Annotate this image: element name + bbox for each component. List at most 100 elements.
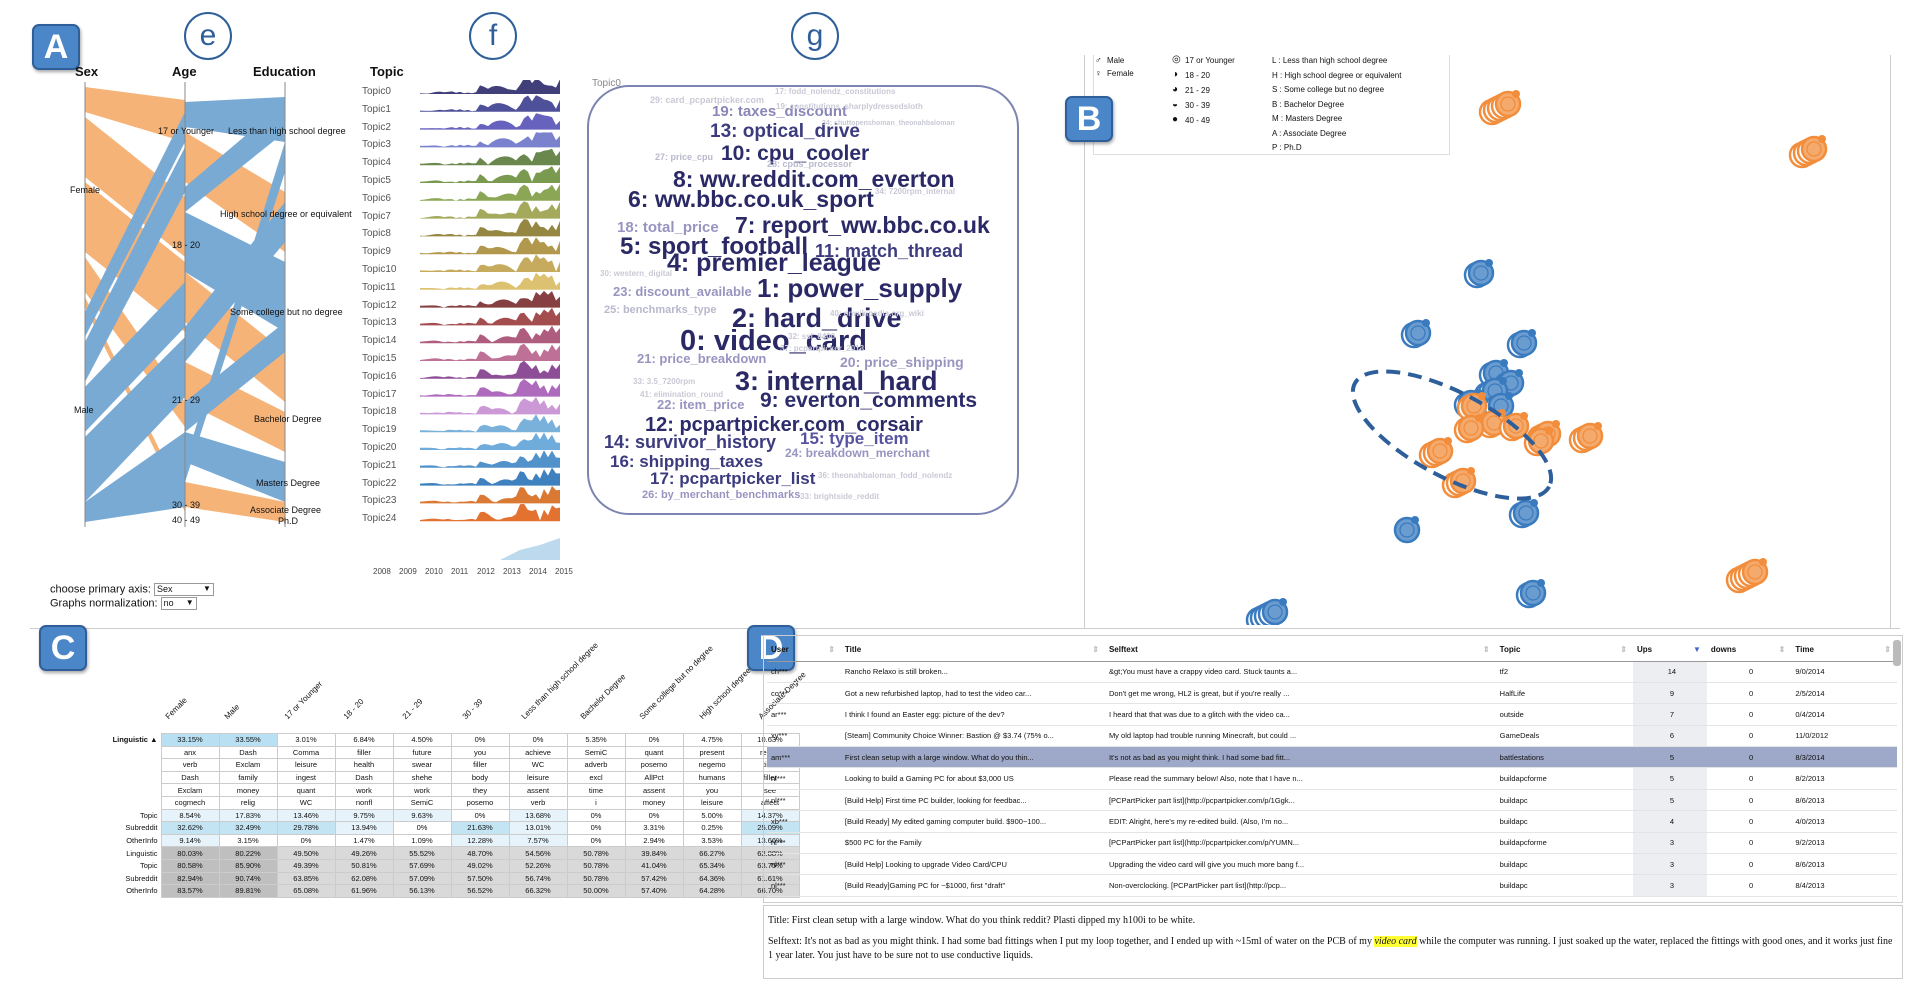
table-row[interactable]: ar*** I think I found an Easter egg: pict… (767, 703, 1897, 726)
wordcloud-term[interactable]: 2: hard_drive (732, 303, 902, 333)
topic-density-4[interactable] (420, 148, 560, 166)
topic-label[interactable]: Topic20 (362, 442, 397, 453)
wordcloud-term[interactable]: 33: 3.5_7200rpm (633, 377, 696, 386)
wordcloud-term[interactable]: 12: pcpartpicker.com_corsair (645, 414, 923, 436)
topic-label[interactable]: Topic13 (362, 317, 397, 329)
tableC-cell[interactable]: 52.26% (508, 858, 568, 873)
wordcloud-term[interactable]: 20: price_shipping (840, 354, 964, 370)
tableC-row[interactable]: OtherInfo 83.57% 89.81% 65.08% 61.96% 56.13% 5… (101, 884, 800, 898)
wordcloud-term[interactable]: 40: enwikipedia.org_wiki (830, 309, 924, 318)
tableC-cell[interactable]: 49.50% (276, 846, 336, 860)
topic-label[interactable]: Topic10 (362, 264, 397, 275)
wordcloud-term[interactable]: 27: price_cpu (655, 152, 714, 162)
tableC-cell[interactable]: money (218, 783, 278, 797)
tableC-cell[interactable]: 0% (450, 808, 510, 823)
topic-density-17[interactable] (420, 379, 560, 397)
tableC-cell[interactable]: 13.68% (508, 808, 568, 823)
table-row[interactable]: nl*** $500 PC for the Family [PCPartPicker… (767, 832, 1897, 855)
table-row[interactable]: nl*** [Build Help] First time PC builder,… (767, 789, 1897, 812)
tableC-row[interactable]: Subreddit 32.62% 32.49% 29.78% 13.94% 0% 21.63… (101, 821, 800, 835)
sort-icon[interactable]: ⇕ (1092, 645, 1099, 655)
topic-label[interactable]: Topic18 (362, 406, 397, 418)
user-glyph[interactable] (1463, 259, 1495, 289)
tableC-row-label[interactable]: Linguistic (126, 848, 158, 858)
wordcloud-term[interactable]: 17: pcpartpicker_list (650, 469, 816, 488)
sort-icon[interactable]: ⇕ (1482, 645, 1490, 655)
user-glyph[interactable] (1400, 319, 1432, 349)
topic-ridgeline-chart[interactable] (420, 80, 580, 560)
wordcloud-term[interactable]: 37: pcpartpicker_2013 (780, 344, 865, 353)
wordcloud-term[interactable]: 6: ww.bbc.co.uk_sport (628, 186, 874, 212)
topic-label[interactable]: Topic24 (362, 513, 397, 525)
tableC-column-header[interactable]: 21 - 29 (400, 697, 425, 721)
tableC-cell[interactable]: they (450, 783, 510, 797)
tableC-cell[interactable]: Dash (218, 745, 278, 760)
tableC-cell[interactable]: 3.53% (682, 833, 742, 848)
column-header-topic[interactable]: Topic ⇕ (1495, 639, 1633, 662)
tableC-cell[interactable]: SemiC (566, 745, 626, 760)
tableC-cell[interactable]: WC (276, 795, 336, 810)
tableC-cell[interactable]: family (218, 770, 278, 785)
tableC-cell[interactable]: 49.26% (334, 846, 394, 860)
topic-density-9[interactable] (420, 237, 560, 255)
tableC-cell[interactable]: Exclam (218, 758, 278, 772)
topic-density-16[interactable] (420, 360, 560, 379)
wordcloud-term[interactable]: 5: sport_football (620, 233, 809, 260)
tableC-column-header[interactable]: 30 - 39 (460, 697, 485, 721)
tableC-cell[interactable]: 49.39% (276, 858, 336, 873)
wordcloud-term[interactable]: 32: ssl_8400 (788, 332, 836, 341)
tableC-cell[interactable]: 57.40% (624, 884, 684, 898)
tableC-column-header[interactable]: Bachelor Degree (578, 672, 628, 721)
wordcloud-term[interactable]: 14: survivor_history (604, 432, 777, 452)
tableC-cell[interactable]: 56.74% (508, 871, 568, 886)
sort-icon[interactable]: ⇕ (1620, 645, 1627, 655)
tableC-cell[interactable]: swear (392, 758, 452, 772)
column-header-selftext[interactable]: Selftext ⇕ (1104, 639, 1496, 662)
topic-density-21[interactable] (420, 450, 560, 468)
wordcloud-term[interactable]: 30: western_digital (600, 269, 673, 278)
tableC-row-label[interactable] (101, 771, 161, 784)
topic-density-13[interactable] (420, 307, 560, 326)
tableC-row-label[interactable]: Topic (139, 861, 158, 871)
tableC-row-label[interactable] (101, 784, 161, 797)
topic-label[interactable]: Topic11 (362, 281, 396, 293)
topic-density-8[interactable] (420, 219, 560, 237)
topic-density-14[interactable] (420, 325, 560, 344)
topic-label[interactable]: Topic16 (362, 370, 397, 382)
tableC-cell[interactable]: negemo (682, 758, 742, 772)
tableC-cell[interactable]: i (566, 795, 626, 810)
tableC-row[interactable]: cogmech relig WC nonfl SemiC posemo verb i money… (101, 795, 800, 810)
tableC-cell[interactable]: 13.01% (508, 821, 568, 835)
tableC-cell[interactable]: 13.46% (276, 808, 336, 823)
tableC-cell[interactable]: 9.14% (160, 833, 220, 848)
tableC-cell[interactable]: cogmech (160, 795, 220, 810)
tableC-cell[interactable]: 49.02% (450, 858, 510, 873)
tableC-cell[interactable]: future (392, 745, 452, 760)
tableC-cell[interactable]: health (334, 758, 394, 772)
wordcloud-term[interactable]: 16: shipping_taxes (610, 452, 764, 471)
tableC-cell[interactable]: 3.01% (276, 733, 336, 747)
tableC-cell[interactable]: 57.69% (392, 858, 452, 873)
tableC-column-header[interactable]: Male (222, 702, 242, 721)
tableC-cell[interactable]: leisure (276, 758, 336, 772)
wordcloud-term[interactable]: 1: power_supply (757, 273, 963, 303)
tableC-cell[interactable]: 50.81% (334, 858, 394, 873)
tableC-cell[interactable]: 82.94% (160, 871, 220, 886)
wordcloud-term[interactable]: 33: brightside_reddit (800, 492, 880, 501)
tableC-cell[interactable]: you (450, 745, 510, 760)
tableC-row-label[interactable] (101, 746, 161, 759)
tableC-cell[interactable]: 0% (392, 821, 452, 835)
tableC-column-header[interactable]: 17 or Younger (282, 679, 324, 721)
user-glyph[interactable] (1441, 467, 1477, 499)
topic-density-10[interactable] (420, 254, 560, 272)
topic-density-0[interactable] (420, 80, 560, 94)
user-glyph[interactable] (1393, 516, 1421, 544)
topic-density-3[interactable] (420, 132, 560, 148)
topic-density-15[interactable] (420, 343, 560, 361)
topic-label[interactable]: Topic8 (362, 228, 391, 240)
tableC-cell[interactable]: posemo (624, 758, 684, 772)
tableC-row[interactable]: Topic 80.58% 85.90% 49.39% 50.81% 57.69% 49.02… (101, 858, 800, 873)
tableC-cell[interactable]: 66.27% (682, 846, 742, 860)
tableC-cell[interactable]: 41.04% (624, 858, 684, 873)
wordcloud-term[interactable]: 3: internal_hard (735, 366, 938, 396)
